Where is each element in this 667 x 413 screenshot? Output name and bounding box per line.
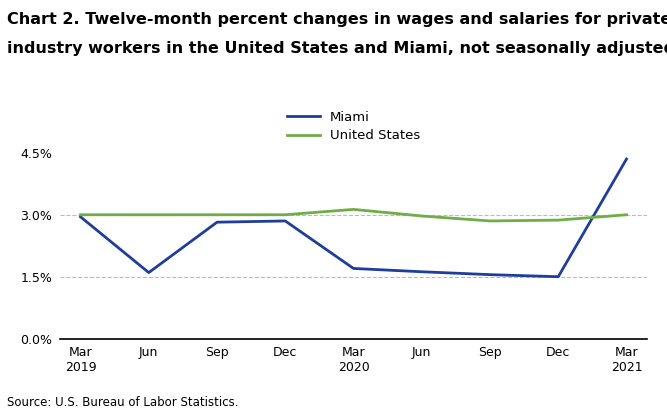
Text: Chart 2. Twelve-month percent changes in wages and salaries for private: Chart 2. Twelve-month percent changes in… [7,12,667,27]
Text: Source: U.S. Bureau of Labor Statistics.: Source: U.S. Bureau of Labor Statistics. [7,396,238,409]
Legend: Miami, United States: Miami, United States [281,106,426,147]
Text: industry workers in the United States and Miami, not seasonally adjusted: industry workers in the United States an… [7,41,667,56]
